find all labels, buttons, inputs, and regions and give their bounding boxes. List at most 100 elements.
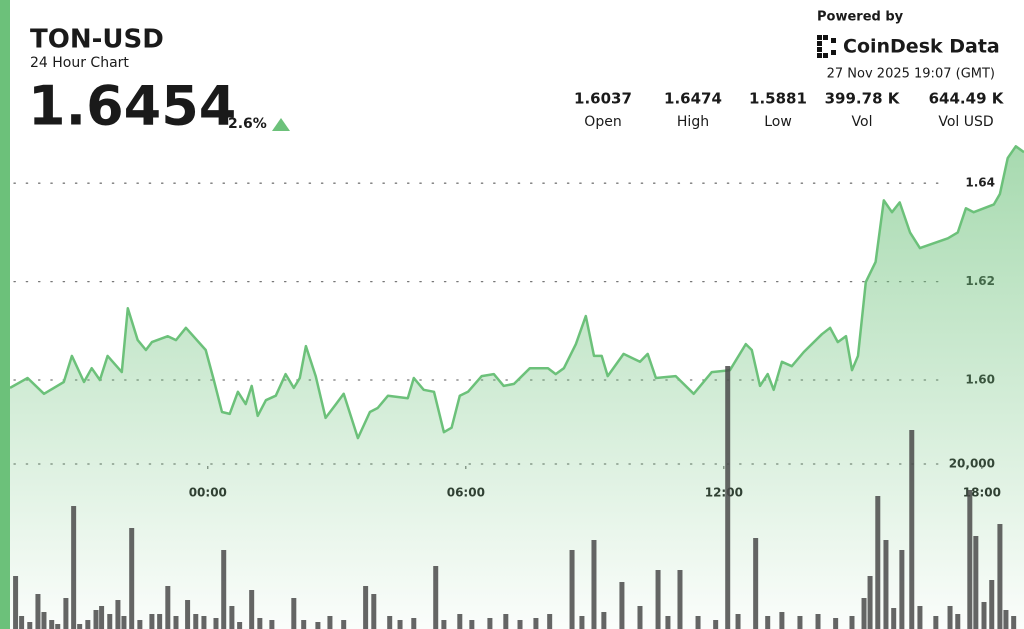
volume-bar	[41, 612, 47, 629]
stat-label: High	[677, 114, 709, 130]
volume-bar	[327, 615, 333, 629]
volume-bar	[487, 618, 493, 629]
volume-bar	[93, 610, 99, 629]
volume-bar	[883, 539, 889, 629]
volume-bar	[997, 524, 1003, 629]
volume-bar	[237, 622, 243, 629]
volume-bar	[433, 566, 439, 629]
chart-subtitle: 24 Hour Chart	[30, 55, 129, 71]
volume-bar	[547, 614, 553, 629]
plot-area: 1.601.621.6420,00000:0006:0012:0018:00	[9, 145, 1024, 629]
volume-bar	[63, 598, 69, 629]
volume-bar	[579, 615, 585, 629]
volume-bar	[371, 594, 377, 629]
volume-bar	[115, 600, 121, 629]
volume-bar	[725, 366, 731, 629]
volume-bar	[129, 528, 135, 629]
volume-bar	[1003, 610, 1009, 629]
volume-bar	[85, 620, 91, 629]
volume-bar	[387, 615, 393, 629]
volume-bar	[933, 615, 939, 629]
volume-bar	[503, 614, 509, 629]
area	[10, 146, 1024, 629]
volume-bar	[899, 549, 905, 629]
volume-bar	[753, 538, 759, 629]
volume-bar	[917, 605, 923, 629]
powered-by: Powered by	[817, 10, 904, 25]
volume-bar	[695, 615, 701, 629]
volume-bar	[221, 549, 227, 629]
stat-value: 644.49 K	[929, 90, 1005, 108]
volume-bar	[533, 618, 539, 629]
volume-bar	[27, 622, 33, 629]
stat-label: Low	[764, 114, 792, 130]
stat-value: 1.6474	[664, 90, 722, 108]
volume-bar	[77, 624, 83, 629]
volume-bar	[457, 614, 463, 629]
volume-bar	[397, 620, 403, 629]
volume-bar	[469, 620, 475, 629]
volume-bar	[71, 506, 77, 629]
volume-bar	[137, 620, 143, 629]
volume-bar	[909, 430, 915, 629]
stat-value: 1.5881	[749, 90, 807, 108]
volume-bar	[173, 615, 179, 629]
volume-bar	[291, 598, 297, 629]
stat-label: Vol	[852, 114, 873, 130]
volume-bar	[989, 580, 995, 629]
volume-bar	[269, 620, 275, 629]
volume-bar	[619, 581, 625, 629]
volume-bar	[185, 600, 191, 629]
change: 2.6%	[228, 116, 267, 132]
price: 1.6454	[28, 75, 236, 138]
volume-bar	[779, 612, 785, 629]
volume-bar	[601, 612, 607, 629]
volume-bar	[891, 608, 897, 629]
volume-bar	[165, 586, 171, 629]
volume-bar	[815, 614, 821, 629]
volume-bar	[193, 614, 199, 629]
y-tick-label: 1.64	[965, 176, 995, 190]
volume-bar	[341, 620, 347, 629]
volume-bar	[315, 622, 321, 629]
volume-bar	[637, 605, 643, 629]
stat-label: Open	[584, 114, 621, 130]
volume-bar	[735, 614, 741, 629]
stat-value: 1.6037	[574, 90, 632, 108]
brand: CoinDesk Data	[843, 36, 1000, 58]
volume-bar	[99, 605, 105, 629]
brand-logo	[817, 35, 836, 58]
volume-bar	[19, 615, 25, 629]
chart-title: TON-USD	[30, 25, 164, 55]
volume-bar	[591, 539, 597, 629]
accent-strip	[0, 0, 10, 629]
volume-bar	[35, 594, 41, 629]
stat-value: 399.78 K	[825, 90, 901, 108]
volume-bar	[655, 570, 661, 629]
volume-bar	[797, 615, 803, 629]
volume-bar	[955, 614, 961, 629]
volume-bar	[301, 620, 307, 629]
volume-bar	[201, 615, 207, 629]
volume-bar	[665, 615, 671, 629]
volume-bar	[875, 496, 881, 629]
volume-bar	[765, 615, 771, 629]
volume-bar	[981, 601, 987, 629]
volume-bar	[849, 615, 855, 629]
stats: 1.6037 Open 1.6474 High 1.5881 Low 399.78 K Vol…	[574, 90, 1005, 131]
volume-bar	[967, 490, 973, 629]
volume-bar	[121, 615, 127, 629]
volume-bar	[55, 624, 61, 629]
volume-bar	[149, 614, 155, 629]
volume-bar	[677, 570, 683, 629]
volume-bar	[229, 605, 235, 629]
volume-bar	[213, 618, 219, 629]
volume-bar	[411, 618, 417, 629]
volume-bar	[49, 620, 55, 629]
volume-bar	[257, 618, 263, 629]
up-arrow	[272, 118, 290, 131]
volume-bar	[833, 618, 839, 629]
volume-bar	[363, 586, 369, 629]
volume-bar	[947, 605, 953, 629]
